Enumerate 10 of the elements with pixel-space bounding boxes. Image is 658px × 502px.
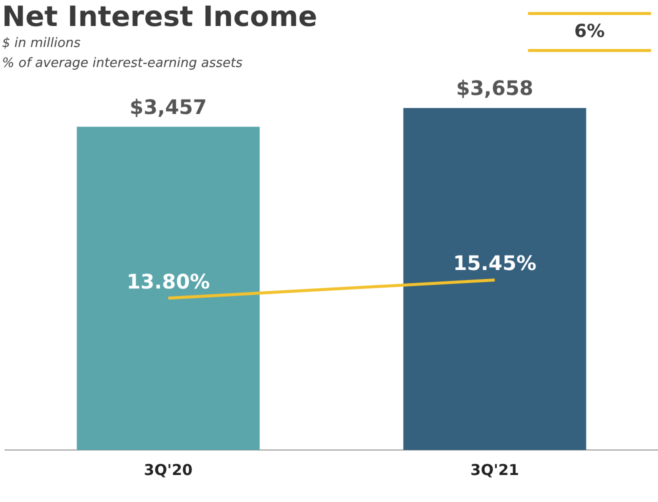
data-label: $3,658 [456, 76, 534, 100]
chart-subtitle: $ in millions [2, 36, 80, 51]
x-tick-label: 3Q'20 [144, 460, 193, 479]
text: % of average interest-earning assets [2, 56, 243, 71]
text: 6% [573, 20, 606, 44]
data-label: 13.80% [126, 269, 210, 294]
data-label: 15.45% [453, 251, 536, 276]
chart-title: Net Interest Income [2, 0, 318, 33]
data-label: $3,457 [130, 94, 207, 119]
x-tick-label: 3Q'21 [470, 460, 520, 479]
